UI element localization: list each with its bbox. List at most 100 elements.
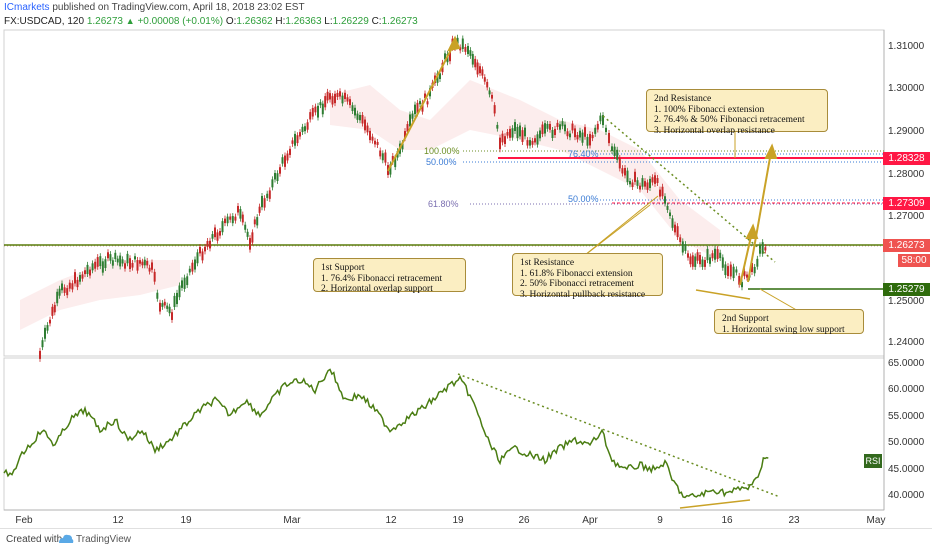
candle-body (699, 254, 701, 265)
candle-body (687, 253, 689, 258)
open-value: 1.26362 (236, 16, 273, 27)
symbol-label[interactable]: FX:USDCAD, 120 (4, 16, 85, 27)
candle-body (141, 261, 144, 266)
candle-body (214, 227, 216, 238)
time-axis-label: Mar (283, 515, 301, 526)
candle-body (488, 90, 491, 95)
publisher-name[interactable]: ICmarkets (4, 2, 50, 13)
price-arrows (387, 35, 778, 300)
candle-body (268, 190, 271, 199)
callout-line: 1. 61.8% Fibonacci extension (520, 268, 633, 279)
candle-body (53, 304, 56, 313)
candle-body (761, 242, 764, 254)
price-axis-label: 1.30000 (888, 83, 925, 94)
candle-body (401, 143, 404, 150)
candle-body (366, 125, 369, 133)
candle-body (469, 50, 472, 56)
candle-body (148, 267, 151, 272)
candle-body (571, 123, 574, 131)
candle-body (764, 247, 767, 251)
callout-line: 2. 50% Fibonacci retracement (520, 279, 634, 289)
up-triangle-icon: ▲ (125, 16, 135, 26)
candle-body (544, 123, 546, 134)
candle-body (263, 198, 266, 208)
candle-body (68, 282, 71, 289)
candle-body (659, 189, 661, 197)
last-price-tag: 1.26273 (883, 239, 930, 252)
candle-body (81, 274, 84, 279)
candle-body (351, 105, 354, 112)
candle-body (729, 264, 732, 277)
candle-body (84, 270, 86, 275)
price-candles (39, 34, 767, 362)
candle-body (168, 306, 171, 314)
candle-body (691, 255, 694, 267)
candle-body (129, 258, 131, 270)
candle-body (181, 280, 183, 288)
candle-body (321, 103, 324, 115)
candle-body (244, 224, 247, 230)
second-support-callout: 2nd Support 1. Horizontal swing low supp… (714, 309, 864, 335)
callout-line: 1. Horizontal swing low support (722, 324, 845, 335)
candle-body (309, 112, 312, 120)
time-axis-label: 16 (721, 515, 733, 526)
candle-body (304, 126, 306, 132)
candle-body (44, 327, 46, 339)
candle-body (279, 167, 281, 174)
rsi-axis-label: 40.0000 (888, 490, 925, 501)
callout-title: 2nd Support (722, 314, 769, 324)
candle-body (376, 141, 379, 145)
candle-body (199, 247, 201, 254)
first-resistance-tag: 1.27309 (883, 197, 930, 210)
candle-body (519, 125, 521, 137)
candle-body (241, 214, 244, 223)
rsi-axis-label: 50.0000 (888, 437, 925, 448)
candle-body (341, 95, 344, 104)
candle-body (556, 122, 559, 127)
candle-body (511, 128, 514, 138)
candle-body (689, 256, 692, 265)
candle-body (709, 257, 711, 264)
low-value: 1.26229 (332, 16, 369, 27)
candle-body (119, 255, 122, 267)
candle-body (334, 93, 336, 104)
high-value: 1.26363 (285, 16, 322, 27)
time-axis-label: 19 (180, 515, 192, 526)
candle-body (569, 133, 571, 138)
tradingview-brand[interactable]: TradingView (76, 534, 132, 545)
candle-body (459, 47, 462, 51)
candle-body (516, 126, 519, 139)
candle-body (483, 77, 486, 82)
candle-body (644, 181, 646, 187)
candle-body (554, 128, 556, 136)
candle-body (506, 132, 509, 136)
candle-body (171, 312, 173, 320)
candle-body (684, 244, 687, 251)
candle-body (173, 295, 176, 307)
candle-body (629, 180, 631, 185)
candle-body (61, 283, 63, 291)
callout-line: 3. Horizontal pullback resistance (520, 289, 646, 300)
candle-body (716, 249, 719, 259)
time-axis-label: Apr (582, 515, 598, 526)
candle-body (724, 264, 727, 276)
candle-body (696, 252, 699, 261)
candle-body (501, 133, 504, 143)
candle-body (411, 113, 414, 119)
first-resistance-pointer-2 (579, 195, 659, 260)
candle-body (76, 279, 79, 288)
candle-body (329, 93, 331, 100)
candle-body (449, 50, 451, 62)
callout-line: 2. 76.4% & 50% Fibonacci retracement (654, 115, 805, 125)
candle-body (504, 136, 506, 144)
candle-body (211, 234, 214, 239)
candle-body (679, 237, 682, 243)
candle-body (384, 152, 387, 163)
candle-body (299, 132, 301, 137)
candle-body (121, 259, 124, 264)
candle-body (317, 105, 319, 118)
candle-body (669, 212, 671, 217)
candle-body (674, 224, 676, 233)
candle-body (289, 148, 291, 155)
